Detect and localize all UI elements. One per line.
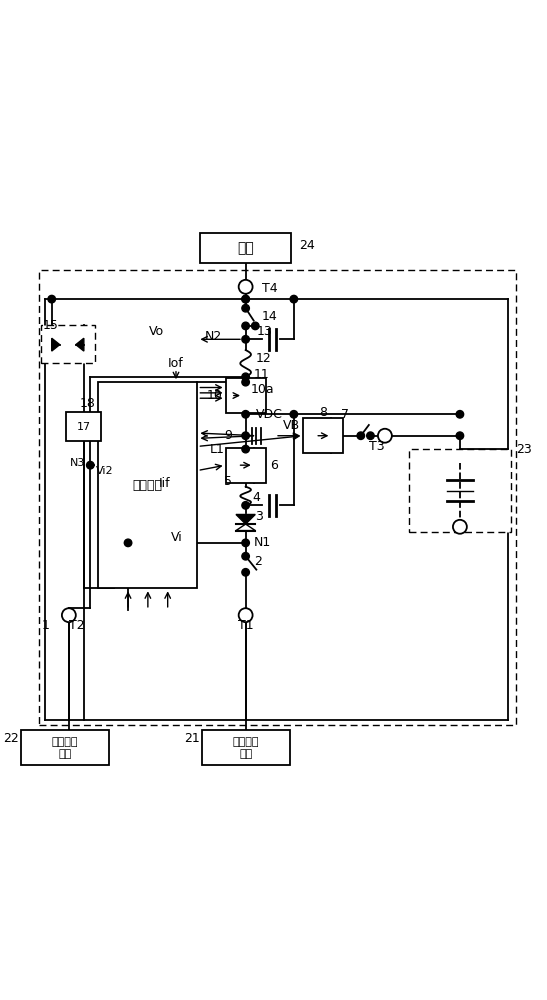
Text: 21: 21 bbox=[184, 732, 200, 745]
Text: T2: T2 bbox=[69, 619, 85, 632]
Text: Iif: Iif bbox=[159, 477, 171, 490]
Circle shape bbox=[242, 569, 249, 576]
Circle shape bbox=[62, 608, 76, 622]
Text: N2: N2 bbox=[204, 330, 222, 343]
Bar bbox=[98, 382, 197, 588]
Text: 23: 23 bbox=[516, 443, 532, 456]
Text: 12: 12 bbox=[255, 352, 271, 365]
Text: 24: 24 bbox=[299, 239, 315, 252]
Bar bbox=[66, 412, 101, 441]
Polygon shape bbox=[52, 338, 60, 351]
Text: 6: 6 bbox=[270, 459, 278, 472]
Circle shape bbox=[242, 502, 249, 509]
Circle shape bbox=[238, 608, 253, 622]
Bar bbox=[225, 378, 266, 413]
Text: 17: 17 bbox=[77, 422, 91, 432]
Text: 13: 13 bbox=[257, 325, 272, 338]
Text: 10: 10 bbox=[207, 389, 223, 402]
Text: 9: 9 bbox=[224, 429, 232, 442]
Circle shape bbox=[290, 295, 298, 303]
Text: T1: T1 bbox=[238, 619, 253, 632]
Text: 7: 7 bbox=[341, 408, 349, 421]
Polygon shape bbox=[236, 514, 255, 524]
Text: Iof: Iof bbox=[168, 357, 184, 370]
Bar bbox=[21, 730, 109, 765]
Circle shape bbox=[48, 295, 55, 303]
Circle shape bbox=[242, 373, 249, 381]
Text: 14: 14 bbox=[261, 310, 277, 323]
Text: 5: 5 bbox=[224, 475, 232, 488]
Circle shape bbox=[238, 280, 253, 294]
Bar bbox=[225, 448, 266, 483]
Text: Vo: Vo bbox=[149, 325, 164, 338]
Text: T4: T4 bbox=[261, 282, 277, 295]
Text: 15: 15 bbox=[43, 319, 59, 332]
Text: 11: 11 bbox=[254, 368, 270, 381]
Text: 2: 2 bbox=[254, 555, 261, 568]
Circle shape bbox=[357, 432, 364, 439]
Text: 负载: 负载 bbox=[237, 241, 254, 255]
Bar bbox=[202, 730, 290, 765]
Circle shape bbox=[242, 539, 249, 547]
Text: N1: N1 bbox=[254, 536, 271, 549]
Text: N3: N3 bbox=[69, 458, 85, 468]
Circle shape bbox=[366, 432, 374, 439]
Bar bbox=[409, 449, 511, 532]
Circle shape bbox=[290, 411, 298, 418]
Text: Vi: Vi bbox=[171, 531, 182, 544]
Polygon shape bbox=[76, 338, 84, 351]
Bar bbox=[200, 233, 291, 263]
Text: 8: 8 bbox=[319, 406, 327, 419]
Circle shape bbox=[242, 322, 249, 330]
Text: 商用交流
电源: 商用交流 电源 bbox=[232, 737, 259, 759]
Circle shape bbox=[252, 322, 259, 330]
Circle shape bbox=[242, 295, 249, 303]
Circle shape bbox=[242, 445, 249, 453]
Circle shape bbox=[242, 432, 249, 439]
Circle shape bbox=[242, 295, 249, 303]
Text: Vi2: Vi2 bbox=[96, 466, 113, 476]
Text: 3: 3 bbox=[255, 510, 263, 523]
Circle shape bbox=[456, 411, 464, 418]
Circle shape bbox=[242, 378, 249, 386]
Text: T3: T3 bbox=[369, 440, 385, 453]
Text: VDC: VDC bbox=[257, 408, 283, 421]
Text: L1: L1 bbox=[210, 443, 224, 456]
Text: 10a: 10a bbox=[251, 383, 275, 396]
Circle shape bbox=[378, 429, 392, 443]
Circle shape bbox=[242, 411, 249, 418]
Text: 4: 4 bbox=[252, 491, 260, 504]
Text: 旁通交流
电源: 旁通交流 电源 bbox=[52, 737, 78, 759]
Circle shape bbox=[456, 432, 464, 439]
Circle shape bbox=[242, 336, 249, 343]
Bar bbox=[41, 325, 95, 363]
Polygon shape bbox=[236, 524, 255, 531]
Circle shape bbox=[124, 539, 132, 547]
Text: 22: 22 bbox=[3, 732, 19, 745]
Bar bbox=[39, 270, 516, 725]
Bar bbox=[303, 418, 344, 453]
Circle shape bbox=[453, 520, 467, 534]
Text: 1: 1 bbox=[42, 619, 50, 632]
Circle shape bbox=[242, 304, 249, 312]
Circle shape bbox=[86, 461, 94, 469]
Text: 控制装置: 控制装置 bbox=[133, 479, 163, 492]
Text: 18: 18 bbox=[80, 397, 96, 410]
Text: VB: VB bbox=[283, 419, 300, 432]
Circle shape bbox=[242, 552, 249, 560]
